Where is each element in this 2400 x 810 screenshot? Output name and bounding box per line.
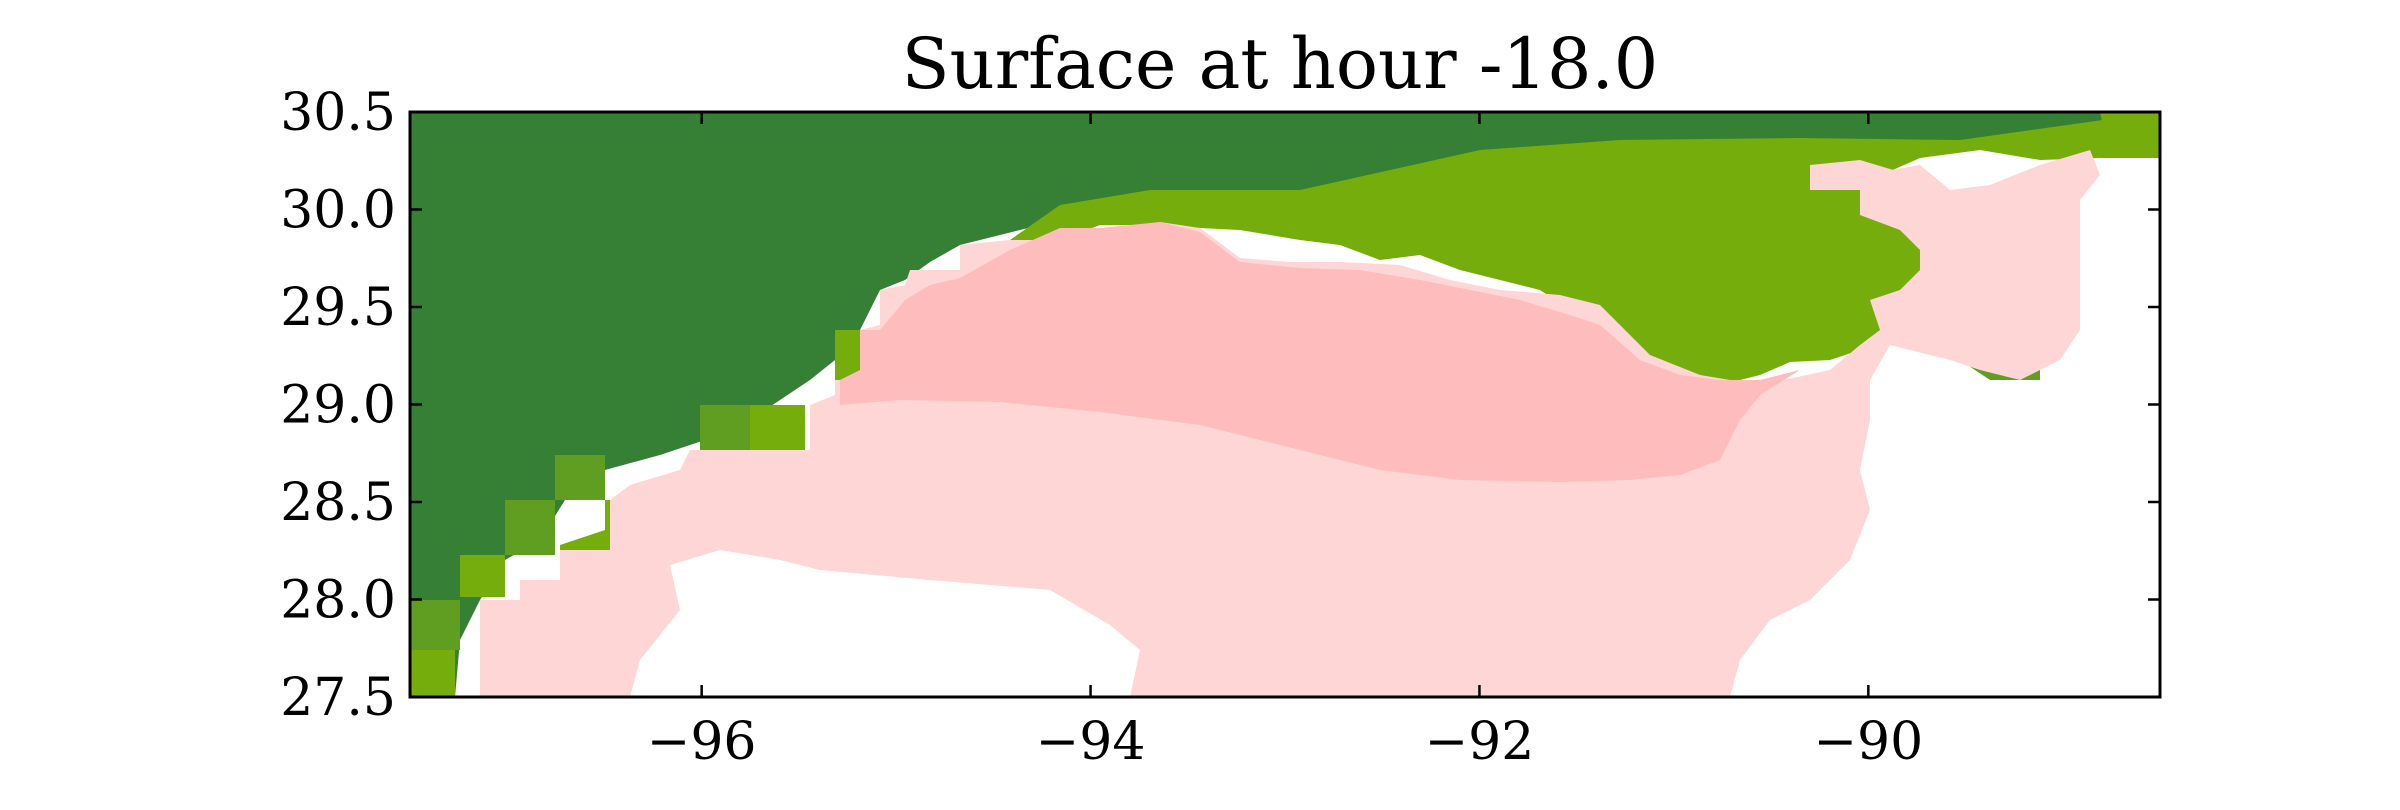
land-northeast xyxy=(2100,112,2160,158)
y-tick-label: 30.0 xyxy=(280,181,396,241)
chart-title: Surface at hour -18.0 xyxy=(902,23,1659,105)
y-tick-label: 27.5 xyxy=(280,668,396,728)
y-tick-label: 30.5 xyxy=(280,83,396,143)
x-axis: −96 −94 −92 −90 xyxy=(647,112,1923,772)
x-tick-label: −96 xyxy=(647,712,757,772)
y-axis: 27.5 28.0 28.5 29.0 29.5 30.0 30.5 xyxy=(280,83,2160,728)
x-tick-label: −94 xyxy=(1036,712,1146,772)
y-tick-label: 29.0 xyxy=(280,376,396,436)
y-tick-label: 28.0 xyxy=(280,571,396,631)
land-louisiana xyxy=(1010,112,2160,385)
y-tick-label: 29.5 xyxy=(280,278,396,338)
water-inner xyxy=(840,222,1800,482)
x-tick-label: −90 xyxy=(1813,712,1923,772)
water-region xyxy=(480,150,2100,697)
y-tick-label: 28.5 xyxy=(280,473,396,533)
x-tick-label: −92 xyxy=(1425,712,1535,772)
land-coast-blocks-mid xyxy=(410,405,750,650)
land-texas xyxy=(410,112,2160,697)
water-east xyxy=(1810,160,1990,300)
